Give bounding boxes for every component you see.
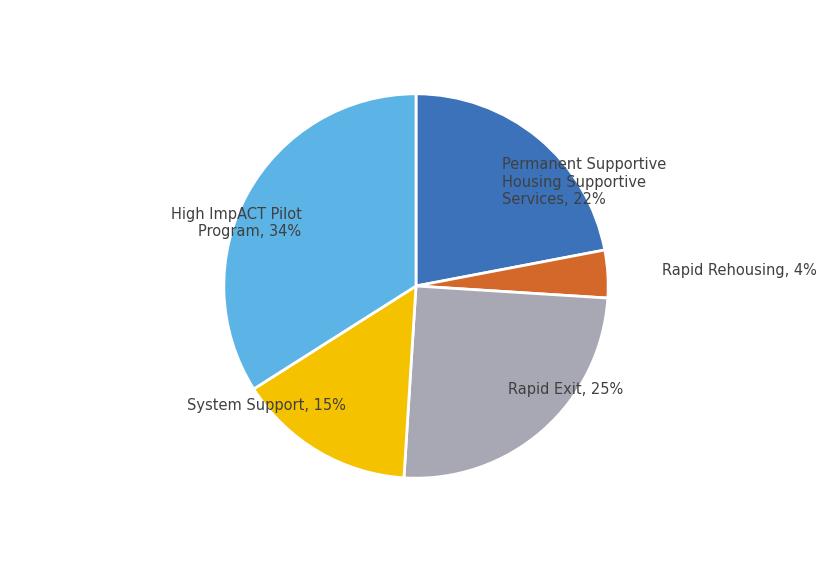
Text: Rapid Rehousing, 4%: Rapid Rehousing, 4%: [661, 263, 816, 278]
Wedge shape: [404, 286, 608, 478]
Text: System Support, 15%: System Support, 15%: [186, 398, 345, 412]
Text: Permanent Supportive
Housing Supportive
Services, 22%: Permanent Supportive Housing Supportive …: [502, 157, 666, 207]
Wedge shape: [254, 286, 416, 478]
Wedge shape: [224, 94, 416, 389]
Text: Rapid Exit, 25%: Rapid Exit, 25%: [508, 382, 623, 398]
Wedge shape: [416, 94, 605, 286]
Text: High ImpACT Pilot
Program, 34%: High ImpACT Pilot Program, 34%: [171, 207, 301, 239]
Wedge shape: [416, 250, 608, 298]
